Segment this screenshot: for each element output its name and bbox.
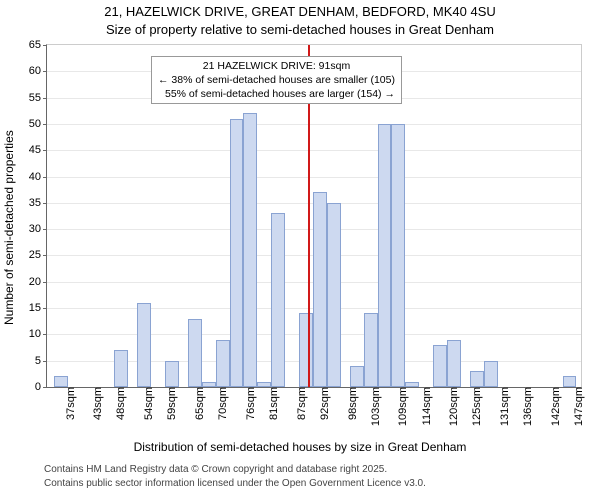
x-tick-label: 142sqm bbox=[544, 387, 562, 426]
x-tick-label: 43sqm bbox=[86, 387, 104, 420]
histogram-bar bbox=[188, 319, 202, 387]
plot-area: 0510152025303540455055606537sqm43sqm48sq… bbox=[46, 44, 582, 388]
footer-line2: Contains public sector information licen… bbox=[44, 478, 426, 489]
y-tick-label: 10 bbox=[29, 328, 41, 340]
x-tick-label: 136sqm bbox=[516, 387, 534, 426]
y-tick-label: 0 bbox=[35, 381, 41, 393]
histogram-bar bbox=[165, 361, 179, 387]
x-tick-label: 37sqm bbox=[59, 387, 77, 420]
histogram-bar bbox=[484, 361, 498, 387]
histogram-bar bbox=[364, 313, 378, 387]
histogram-bar bbox=[230, 119, 244, 387]
histogram-bar bbox=[137, 303, 151, 387]
y-tick-label: 20 bbox=[29, 276, 41, 288]
x-tick-label: 131sqm bbox=[493, 387, 511, 426]
y-tick-label: 5 bbox=[35, 355, 41, 367]
y-tick-label: 65 bbox=[29, 39, 41, 51]
histogram-bar bbox=[563, 376, 577, 387]
x-tick-label: 147sqm bbox=[567, 387, 585, 426]
y-tick-label: 15 bbox=[29, 302, 41, 314]
chart-title-line2: Size of property relative to semi-detach… bbox=[0, 22, 600, 37]
x-tick-label: 87sqm bbox=[290, 387, 308, 420]
info-box: 21 HAZELWICK DRIVE: 91sqm← 38% of semi-d… bbox=[151, 56, 402, 105]
x-tick-label: 98sqm bbox=[341, 387, 359, 420]
chart-title-line1: 21, HAZELWICK DRIVE, GREAT DENHAM, BEDFO… bbox=[0, 4, 600, 19]
x-tick-label: 59sqm bbox=[160, 387, 178, 420]
histogram-bar bbox=[391, 124, 405, 387]
histogram-bar bbox=[114, 350, 128, 387]
x-tick-label: 81sqm bbox=[262, 387, 280, 420]
histogram-bar bbox=[327, 203, 341, 387]
y-tick-label: 40 bbox=[29, 171, 41, 183]
y-tick-label: 35 bbox=[29, 197, 41, 209]
y-tick-label: 45 bbox=[29, 144, 41, 156]
grid-line bbox=[47, 150, 581, 151]
x-tick-label: 76sqm bbox=[239, 387, 257, 420]
x-axis-label: Distribution of semi-detached houses by … bbox=[0, 440, 600, 454]
x-tick-label: 125sqm bbox=[465, 387, 483, 426]
y-tick-label: 25 bbox=[29, 249, 41, 261]
grid-line bbox=[47, 177, 581, 178]
histogram-bar bbox=[299, 313, 313, 387]
histogram-bar bbox=[433, 345, 447, 387]
histogram-bar bbox=[447, 340, 461, 387]
footer-line1: Contains HM Land Registry data © Crown c… bbox=[44, 464, 387, 475]
chart-container: 21, HAZELWICK DRIVE, GREAT DENHAM, BEDFO… bbox=[0, 0, 600, 500]
info-box-line1: 21 HAZELWICK DRIVE: 91sqm bbox=[158, 59, 395, 73]
x-tick-label: 114sqm bbox=[415, 387, 433, 425]
x-tick-label: 54sqm bbox=[137, 387, 155, 420]
histogram-bar bbox=[54, 376, 68, 387]
y-tick-label: 55 bbox=[29, 92, 41, 104]
x-tick-label: 109sqm bbox=[391, 387, 409, 426]
histogram-bar bbox=[271, 213, 285, 387]
histogram-bar bbox=[470, 371, 484, 387]
histogram-bar bbox=[350, 366, 364, 387]
y-tick-label: 50 bbox=[29, 118, 41, 130]
histogram-bar bbox=[313, 192, 327, 387]
x-tick-label: 48sqm bbox=[109, 387, 127, 420]
info-box-line2: ← 38% of semi-detached houses are smalle… bbox=[158, 73, 395, 87]
x-tick-label: 92sqm bbox=[313, 387, 331, 420]
y-axis-label: Number of semi-detached properties bbox=[2, 130, 16, 325]
info-box-line3: 55% of semi-detached houses are larger (… bbox=[158, 87, 395, 101]
y-tick-label: 60 bbox=[29, 65, 41, 77]
x-tick-label: 103sqm bbox=[364, 387, 382, 426]
histogram-bar bbox=[378, 124, 392, 387]
x-tick-label: 70sqm bbox=[211, 387, 229, 420]
histogram-bar bbox=[243, 113, 257, 387]
x-tick-label: 65sqm bbox=[188, 387, 206, 420]
x-tick-label: 120sqm bbox=[442, 387, 460, 426]
y-tick-label: 30 bbox=[29, 223, 41, 235]
histogram-bar bbox=[216, 340, 230, 387]
grid-line bbox=[47, 124, 581, 125]
